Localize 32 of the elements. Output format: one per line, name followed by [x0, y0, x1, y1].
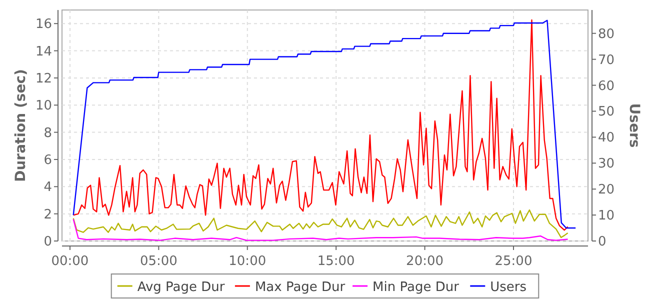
y2-tick-label: 30 [598, 156, 615, 172]
y2-tick-label: 0 [598, 234, 606, 250]
x-tick-label: 15:00 [317, 254, 355, 269]
x-tick-label: 10:00 [228, 254, 266, 269]
y2-tick-label: 80 [598, 26, 615, 42]
y-tick-label: 12 [35, 71, 52, 86]
y2-tick-label: 50 [598, 104, 615, 120]
x-tick-label: 20:00 [406, 254, 444, 269]
y2-tick-label: 70 [598, 52, 615, 68]
y2-tick-label: 20 [598, 182, 615, 198]
y-tick-label: 0 [44, 234, 52, 250]
x-tick-label: 05:00 [140, 254, 178, 269]
y-tick-label: 10 [35, 98, 52, 114]
y2-axis-title: Users [626, 103, 642, 148]
y-tick-label: 6 [44, 152, 52, 168]
y-axis-title: Duration (sec) [13, 69, 29, 182]
legend-label: Avg Page Dur [137, 280, 226, 295]
line-series [72, 209, 568, 238]
x-tick-label: 00:00 [51, 254, 89, 269]
y-tick-label: 2 [44, 207, 52, 222]
legend-label: Max Page Dur [254, 280, 346, 295]
legend-label: Users [490, 280, 527, 295]
y-tick-label: 16 [35, 17, 52, 32]
y2-tick-label: 40 [598, 130, 615, 146]
y2-tick-label: 60 [598, 78, 615, 94]
x-tick-label: 25:00 [494, 254, 532, 269]
y-tick-label: 4 [44, 180, 52, 196]
y2-tick-label: 10 [598, 208, 615, 224]
line-series [72, 218, 568, 241]
y-tick-label: 14 [35, 44, 52, 60]
y-tick-label: 8 [44, 126, 52, 141]
legend-label: Min Page Dur [372, 280, 460, 295]
